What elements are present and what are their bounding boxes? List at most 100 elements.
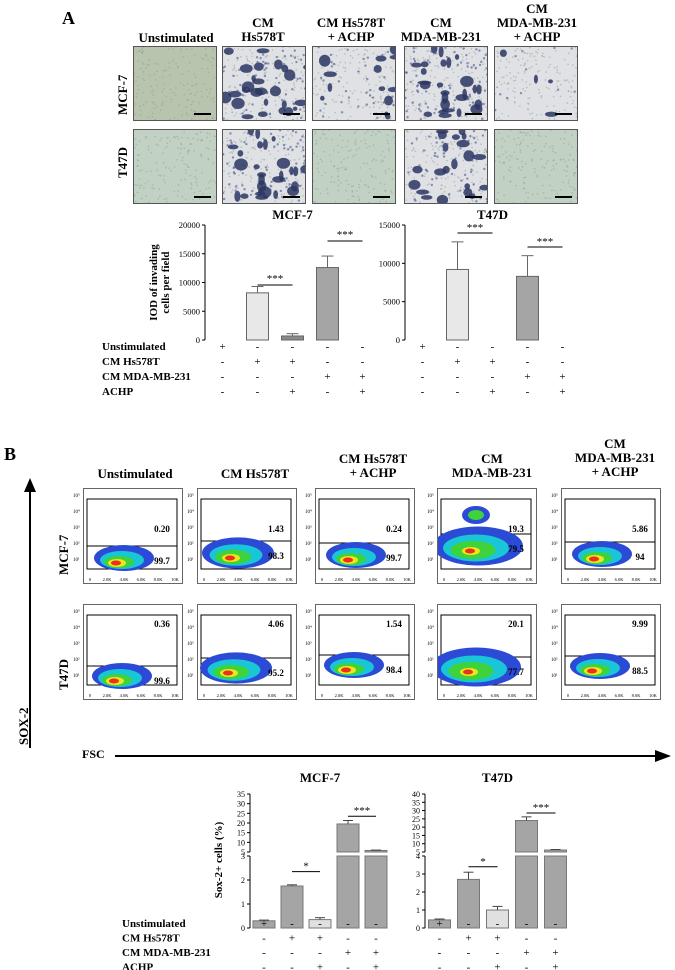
texture-dot (227, 173, 229, 175)
texture-dot (314, 187, 317, 190)
y-tick-label: 1 (241, 900, 245, 909)
invading-cell-small (265, 190, 268, 194)
texture-dot (573, 173, 575, 175)
texture-dot (313, 200, 315, 203)
invading-cell-small (296, 142, 300, 145)
texture-dot (362, 77, 365, 80)
invading-cell-small (420, 192, 423, 196)
texture-dot (134, 103, 137, 105)
texture-dot (137, 60, 140, 62)
invading-cell-small (480, 102, 483, 105)
texture-dot (413, 177, 415, 179)
condition-sign: - (256, 371, 260, 383)
texture-dot (323, 90, 326, 92)
invading-cell-small (418, 164, 421, 167)
invading-cell-small (319, 109, 322, 112)
texture-dot (432, 54, 435, 56)
texture-dot (471, 181, 473, 184)
texture-dot (195, 181, 197, 184)
texture-dot (295, 69, 297, 71)
texture-dot (430, 157, 433, 159)
texture-dot (473, 51, 476, 53)
gate-percent-lower: 98.4 (386, 665, 402, 675)
invading-cell-small (277, 81, 281, 84)
condition-sign: + (359, 371, 365, 383)
texture-dot (145, 195, 147, 197)
texture-dot (451, 158, 453, 160)
texture-dot (333, 101, 336, 103)
texture-dot (154, 79, 157, 81)
texture-dot (522, 131, 524, 134)
texture-dot (388, 149, 390, 152)
texture-dot (485, 106, 487, 108)
texture-dot (156, 169, 159, 172)
texture-dot (212, 50, 215, 53)
fsc-axis-label: FSC (82, 747, 105, 761)
invading-cell-small (426, 106, 430, 109)
texture-dot (201, 192, 204, 195)
flow-y-tick: 10⁴ (305, 510, 312, 515)
invading-cell-small (519, 91, 523, 95)
invading-cell-small (265, 90, 269, 94)
texture-dot (351, 57, 354, 59)
invading-cell (287, 186, 299, 197)
texture-dot (248, 60, 251, 63)
texture-dot (344, 53, 346, 55)
invading-cell-small (434, 52, 437, 55)
texture-dot (337, 189, 340, 192)
y-axis-label: Sox-2+ cells (%) (213, 821, 225, 898)
invading-cell-small (293, 76, 296, 79)
texture-dot (562, 181, 564, 184)
bar-4-low (364, 855, 388, 929)
invading-cell-small (261, 48, 264, 51)
texture-dot (205, 118, 208, 120)
texture-dot (360, 120, 362, 121)
invading-cell (269, 86, 281, 97)
texture-dot (486, 180, 487, 182)
texture-dot (449, 82, 452, 85)
condition-sign: + (552, 962, 558, 970)
texture-dot (333, 149, 335, 152)
condition-sign: + (494, 933, 500, 945)
flow-y-tick: 10¹ (73, 674, 80, 679)
texture-dot (364, 53, 366, 56)
texture-dot (186, 150, 189, 153)
invading-cell-small (424, 90, 428, 93)
texture-dot (181, 136, 184, 139)
texture-dot (289, 159, 292, 162)
texture-dot (570, 85, 572, 88)
texture-dot (336, 70, 338, 73)
texture-dot (380, 103, 383, 106)
invading-cell (375, 55, 387, 62)
texture-dot (241, 140, 243, 143)
texture-dot (471, 199, 473, 201)
invading-cell-small (407, 171, 410, 174)
texture-dot (465, 70, 467, 72)
texture-dot (405, 199, 408, 201)
invading-cell (456, 108, 462, 118)
texture-dot (304, 136, 305, 139)
sig-marker: * (303, 861, 309, 873)
y-tick-label: 40 (412, 790, 420, 799)
texture-dot (285, 58, 287, 60)
condition-row-label: ACHP (102, 386, 133, 398)
texture-dot (183, 163, 185, 165)
flow-x-tick: 4.0K (120, 693, 130, 698)
texture-dot (337, 170, 339, 172)
texture-dot (226, 118, 228, 120)
texture-dot (460, 195, 463, 197)
texture-dot (255, 117, 258, 120)
gate-percent-lower: 95.2 (268, 668, 284, 678)
texture-dot (368, 145, 371, 148)
texture-dot (456, 190, 459, 192)
y-tick-label: 15000 (179, 249, 200, 259)
invading-cell (420, 61, 429, 68)
texture-dot (321, 174, 323, 177)
texture-dot (251, 55, 253, 57)
texture-dot (158, 188, 161, 190)
invading-cell (460, 75, 474, 87)
texture-dot (536, 174, 539, 176)
texture-dot (552, 150, 554, 153)
texture-dot (226, 137, 228, 139)
texture-dot (512, 202, 514, 203)
